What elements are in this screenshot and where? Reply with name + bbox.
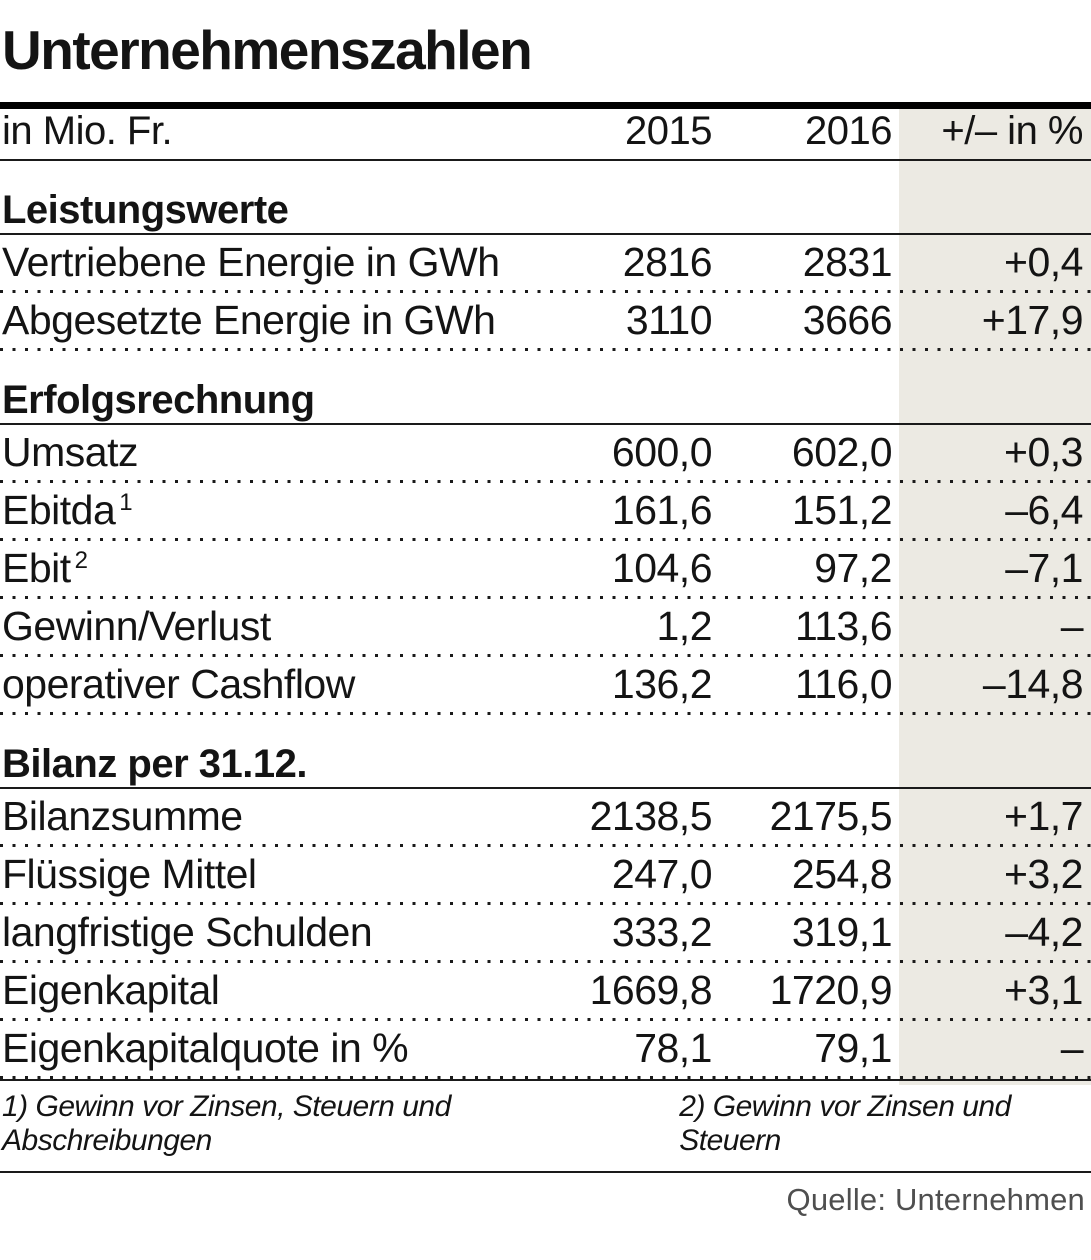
row-label: Flüssige Mittel (2, 851, 257, 897)
row-label: Vertriebene Energie in GWh (2, 239, 500, 285)
cell-2015: 3110 (625, 297, 713, 343)
cell-2016: 113,6 (794, 603, 893, 649)
row-separator-dotted (0, 712, 1091, 715)
cell-change-pct: –4,2 (1005, 909, 1083, 955)
cell-change-pct: +0,3 (1004, 429, 1083, 475)
cell-2015: 1669,8 (589, 967, 713, 1013)
row-separator-dotted (0, 1076, 1091, 1079)
cell-2015: 161,6 (611, 487, 713, 533)
cell-2016: 319,1 (791, 909, 893, 955)
footnote-1: 1) Gewinn vor Zinsen, Steuern und Abschr… (2, 1090, 451, 1157)
table-row: Flüssige Mittel 247,0 254,8 +3,2 (0, 847, 1091, 902)
cell-2015: 78,1 (634, 1025, 712, 1071)
cell-2016: 79,1 (814, 1025, 892, 1071)
table-row: operativer Cashflow 136,2 116,0 –14,8 (0, 657, 1091, 712)
top-rule (0, 102, 1091, 109)
table-row: langfristige Schulden 333,2 319,1 –4,2 (0, 905, 1091, 960)
row-separator-dotted (0, 538, 1091, 541)
row-separator-dotted (0, 348, 1091, 351)
row-label: operativer Cashflow (2, 661, 355, 707)
table-row: Abgesetzte Energie in GWh 3110 3666 +17,9 (0, 293, 1091, 348)
footnote-2: 2) Gewinn vor Zinsen und Steuern (679, 1090, 1011, 1157)
column-header-row: in Mio. Fr. 2015 2016 +/– in % (0, 109, 1091, 159)
cell-change-pct: – (1060, 1025, 1084, 1071)
section-heading: Leistungswerte (2, 188, 289, 232)
cell-change-pct: –7,1 (1005, 545, 1083, 591)
page-title: Unternehmenszahlen (2, 19, 533, 81)
table-row: Ebitda 1 161,6 151,2 –6,4 (0, 483, 1091, 538)
cell-2015: 333,2 (611, 909, 713, 955)
header-rule (0, 159, 1091, 161)
cell-2016: 116,0 (794, 661, 893, 707)
table-row: Eigenkapital 1669,8 1720,9 +3,1 (0, 963, 1091, 1018)
row-separator-dotted (0, 1018, 1091, 1021)
cell-change-pct: +0,4 (1004, 239, 1083, 285)
table-body: Leistungswerte Vertriebene Energie in GWh… (0, 161, 1091, 1079)
cell-2015: 136,2 (611, 661, 713, 707)
column-header-unit: in Mio. Fr. (2, 109, 173, 153)
cell-2015: 600,0 (611, 429, 713, 475)
row-label: langfristige Schulden (2, 909, 373, 955)
cell-change-pct: +3,2 (1004, 851, 1083, 897)
footnote-marker: 2 (74, 547, 89, 574)
cell-2016: 3666 (802, 297, 893, 343)
row-separator-dotted (0, 960, 1091, 963)
row-label: Gewinn/Verlust (2, 603, 271, 649)
row-label: Ebitda 1 (2, 487, 133, 533)
column-header-2016: 2016 (805, 109, 892, 153)
section-heading: Erfolgsrechnung (2, 378, 315, 422)
shaded-column-background (899, 102, 1091, 1085)
cell-change-pct: – (1060, 603, 1084, 649)
section-rule (0, 787, 1091, 789)
row-separator-dotted (0, 290, 1091, 293)
cell-2016: 97,2 (814, 545, 892, 591)
row-label: Umsatz (2, 429, 138, 475)
cell-change-pct: +1,7 (1004, 793, 1083, 839)
row-separator-dotted (0, 902, 1091, 905)
cell-2015: 247,0 (611, 851, 713, 897)
section-rule (0, 423, 1091, 425)
row-label: Ebit 2 (2, 545, 89, 591)
section-rule (0, 233, 1091, 235)
cell-2016: 602,0 (791, 429, 893, 475)
cell-change-pct: –14,8 (982, 661, 1084, 707)
table-row: Vertriebene Energie in GWh 2816 2831 +0,4 (0, 235, 1091, 290)
table-row: Gewinn/Verlust 1,2 113,6 – (0, 599, 1091, 654)
footnote-marker: 1 (119, 489, 133, 516)
table-row: Bilanzsumme 2138,5 2175,5 +1,7 (0, 789, 1091, 844)
row-label: Eigenkapitalquote in % (2, 1025, 409, 1071)
cell-change-pct: –6,4 (1005, 487, 1083, 533)
section-heading: Bilanz per 31.12. (2, 742, 307, 786)
row-separator-dotted (0, 596, 1091, 599)
cell-2015: 2138,5 (589, 793, 713, 839)
row-label: Eigenkapital (2, 967, 220, 1013)
cell-2016: 151,2 (791, 487, 893, 533)
row-label: Bilanzsumme (2, 793, 243, 839)
source-credit: Quelle: Unternehmen (786, 1182, 1085, 1217)
cell-2016: 1720,9 (769, 967, 893, 1013)
row-separator-dotted (0, 654, 1091, 657)
cell-change-pct: +3,1 (1004, 967, 1083, 1013)
row-separator-dotted (0, 844, 1091, 847)
cell-change-pct: +17,9 (981, 297, 1084, 343)
cell-2016: 2175,5 (769, 793, 893, 839)
cell-2015: 1,2 (656, 603, 713, 649)
cell-2016: 254,8 (791, 851, 893, 897)
footnote-top-rule (0, 1079, 1091, 1081)
table-row: Eigenkapitalquote in % 78,1 79,1 – (0, 1021, 1091, 1076)
column-header-2015: 2015 (625, 109, 712, 153)
footnotes: 1) Gewinn vor Zinsen, Steuern und Abschr… (0, 1081, 1091, 1171)
cell-2016: 2831 (802, 239, 893, 285)
cell-2015: 2816 (622, 239, 713, 285)
row-separator-dotted (0, 480, 1091, 483)
footnote-bottom-rule (0, 1171, 1091, 1173)
table-row: Umsatz 600,0 602,0 +0,3 (0, 425, 1091, 480)
row-label: Abgesetzte Energie in GWh (2, 297, 496, 343)
table-row: Ebit 2 104,6 97,2 –7,1 (0, 541, 1091, 596)
column-header-change-pct: +/– in % (941, 109, 1083, 153)
cell-2015: 104,6 (611, 545, 713, 591)
